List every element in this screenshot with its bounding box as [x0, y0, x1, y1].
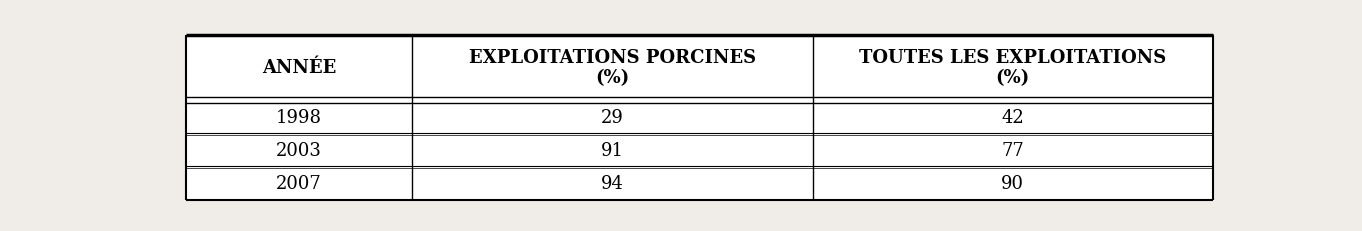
Text: 94: 94: [601, 175, 624, 193]
Text: 1998: 1998: [276, 109, 321, 127]
Text: ANNÉE: ANNÉE: [262, 59, 336, 77]
Text: 2007: 2007: [276, 175, 321, 193]
Text: TOUTES LES EXPLOITATIONS
(%): TOUTES LES EXPLOITATIONS (%): [859, 49, 1166, 87]
Text: 42: 42: [1001, 109, 1024, 127]
Text: 77: 77: [1001, 142, 1024, 160]
Text: 2003: 2003: [276, 142, 321, 160]
Text: 90: 90: [1001, 175, 1024, 193]
Text: 29: 29: [601, 109, 624, 127]
Text: EXPLOITATIONS PORCINES
(%): EXPLOITATIONS PORCINES (%): [469, 49, 756, 87]
Text: 91: 91: [601, 142, 624, 160]
